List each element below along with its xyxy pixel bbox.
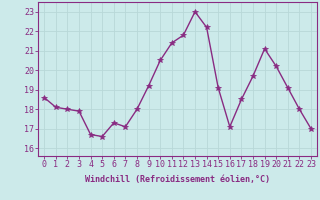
X-axis label: Windchill (Refroidissement éolien,°C): Windchill (Refroidissement éolien,°C) (85, 175, 270, 184)
